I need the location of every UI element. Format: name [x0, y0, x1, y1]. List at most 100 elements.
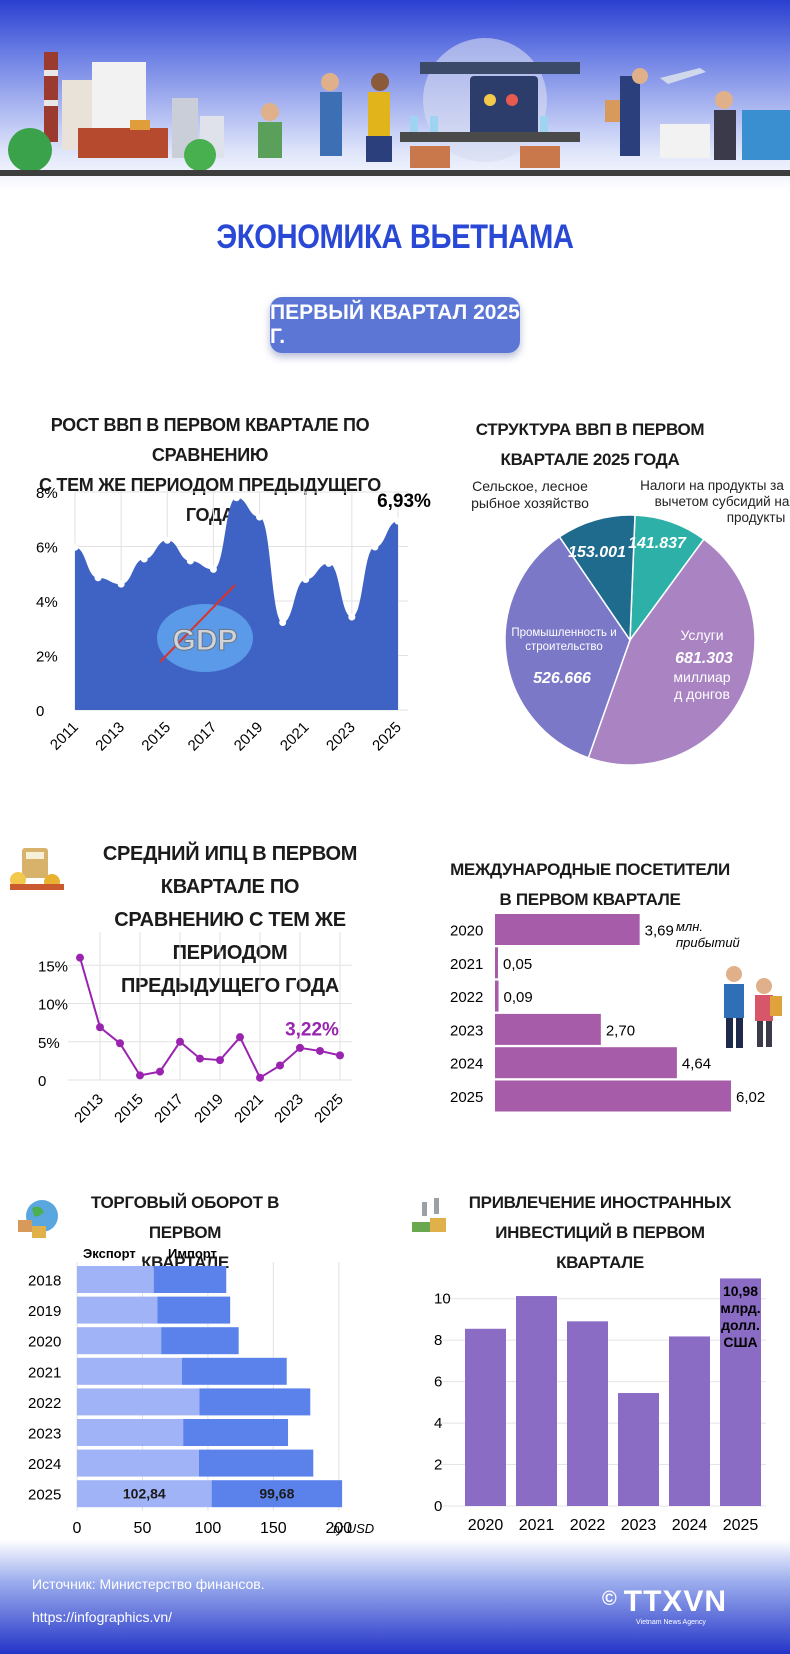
trade-import-bar: [183, 1419, 289, 1446]
cpi-x-tick: 2019: [191, 1091, 227, 1127]
cpi-line: [79, 957, 341, 1080]
gdp-badge-arrow: [159, 584, 236, 663]
gdp-point: [71, 543, 79, 551]
cpi-point: [116, 1039, 124, 1048]
gdp-x-tick: 2017: [185, 719, 221, 755]
gdp-badge-ellipse: [157, 604, 253, 672]
fdi-bar: [516, 1296, 557, 1506]
trade-import-bar: [181, 1357, 287, 1385]
pie-value-industry: 526.666: [533, 670, 591, 687]
cpi-point: [76, 953, 84, 962]
fdi-year: 2020: [468, 1517, 504, 1534]
trade-x-tick: 200: [325, 1520, 352, 1537]
gdp-badge-text: GDP: [172, 624, 237, 657]
pie-value-agri: 153.001: [568, 544, 626, 561]
cpi-highlight-label: 3,22%: [285, 1019, 339, 1040]
trade-x-tick: 50: [134, 1520, 152, 1537]
cpi-point: [96, 1023, 104, 1032]
gdp-x-tick: 2015: [138, 719, 174, 755]
fdi-year: 2024: [672, 1517, 708, 1534]
cpi-y-tick: 0: [38, 1073, 46, 1090]
pie-label-tax: вычетом субсидий на: [655, 494, 790, 509]
fdi-bar: [669, 1336, 710, 1506]
ttxvn-logo: © TTXVN Vietnam News Agency: [602, 1585, 752, 1626]
trade-export-bar: [77, 1266, 154, 1293]
economy-illustration: [8, 38, 790, 172]
cpi-x-tick: 2025: [311, 1091, 347, 1127]
trade-export-value: 102,84: [123, 1486, 166, 1502]
gdp-point: [163, 536, 171, 544]
fdi-year: 2025: [723, 1517, 759, 1534]
fdi-y-tick: 8: [434, 1332, 442, 1349]
pie-unit-services: миллиар: [673, 669, 730, 685]
cpi-x-tick: 2023: [271, 1091, 307, 1127]
trade-unit: tỷ USD: [333, 1521, 374, 1536]
fdi-year: 2023: [621, 1517, 657, 1534]
ground-line: [0, 170, 790, 176]
gdp-point: [348, 613, 356, 621]
trade-export-bar: [77, 1388, 200, 1416]
trade-import-bar: [211, 1480, 343, 1508]
visitors-title: МЕЖДУНАРОДНЫЕ ПОСЕТИТЕЛИ В ПЕРВОМ КВАРТА…: [450, 860, 730, 909]
gdp-y-tick: 4%: [36, 594, 58, 611]
cpi-point: [156, 1067, 164, 1076]
pie-label-services: Услуги: [680, 627, 723, 643]
visitors-unit: млн.: [676, 919, 703, 934]
pie-slice: [587, 538, 756, 766]
cpi-point: [296, 1043, 304, 1052]
fdi-title: ПРИВЛЕЧЕНИЕ ИНОСТРАННЫХ ИНВЕСТИЦИЙ В ПЕР…: [468, 1193, 732, 1272]
gdp-point: [209, 565, 217, 573]
cpi-x-tick: 2021: [231, 1091, 267, 1127]
visitors-year: 2020: [450, 923, 483, 940]
cpi-x-tick: 2015: [111, 1091, 147, 1127]
trade-year: 2020: [28, 1334, 61, 1351]
fdi-bar: [720, 1278, 761, 1506]
fdi-y-tick: 0: [434, 1498, 442, 1515]
trade-x-tick: 100: [195, 1520, 222, 1537]
cpi-point: [276, 1061, 284, 1070]
trade-x-tick: 150: [260, 1520, 287, 1537]
fdi-bar: [465, 1328, 506, 1506]
fdi-chart: 0 2 4 6 8 10 2020 2021 2022 2023 2024 2025 10,98млрд…: [434, 1278, 766, 1534]
trade-import-bar: [157, 1296, 231, 1324]
trade-export-bar: [77, 1357, 182, 1385]
pie-label-agri: Сельское, лесное: [472, 478, 588, 494]
trade-year: 2024: [28, 1456, 61, 1473]
gdp-x-tick: 2013: [92, 719, 128, 755]
gdp-point: [256, 513, 264, 521]
gdp-structure-title: СТРУКТУРА ВВП В ПЕРВОМ КВАРТАЛЕ 2025 ГОД…: [475, 420, 705, 469]
pie-slice: [504, 535, 631, 759]
visitors-value: 3,69: [645, 923, 674, 940]
gdp-point: [279, 619, 287, 627]
trade-export-bar: [77, 1480, 212, 1508]
pie-value-services: 681.303: [675, 650, 733, 667]
fdi-y-tick: 10: [434, 1291, 451, 1308]
period-badge: ПЕРВЫЙ КВАРТАЛ 2025 Г.: [270, 297, 520, 353]
cpi-x-tick: 2017: [151, 1091, 187, 1127]
trade-chart: 0 50 100 150 200 Экспорт Импорт 2018 2019 2020 202…: [28, 1246, 374, 1537]
visitors-year: 2025: [450, 1089, 483, 1106]
source-url-link[interactable]: https://infographics.vn/: [32, 1609, 173, 1625]
visitors-bar: [495, 1013, 601, 1045]
gdp-point: [186, 557, 194, 565]
visitors-value: 0,09: [504, 989, 533, 1006]
gdp-y-tick: 8%: [36, 485, 58, 502]
gdp-y-tick: 6%: [36, 540, 58, 557]
copyright-symbol: ©: [602, 1588, 618, 1610]
source-note: Источник: Министерство финансов.: [32, 1576, 265, 1592]
visitors-value: 0,05: [503, 956, 532, 973]
cpi-y-tick: 10%: [38, 997, 68, 1014]
gdp-x-tick: 2011: [47, 719, 82, 754]
fdi-y-tick: 2: [434, 1457, 442, 1474]
trade-x-tick: 0: [73, 1520, 82, 1537]
trade-import-bar: [153, 1266, 227, 1293]
fdi-bar: [567, 1321, 608, 1506]
gdp-x-tick: 2025: [369, 719, 405, 755]
gdp-area: [75, 497, 398, 710]
trade-import-value: 99,68: [259, 1486, 294, 1502]
cpi-point: [136, 1071, 144, 1080]
visitors-bar: [495, 947, 498, 979]
cpi-y-tick: 5%: [38, 1035, 60, 1052]
visitors-bar: [495, 914, 640, 945]
